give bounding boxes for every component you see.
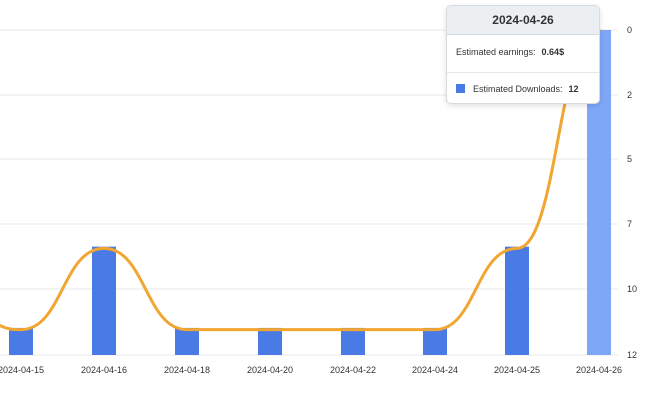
tooltip-downloads-label: Estimated Downloads: bbox=[473, 84, 563, 94]
tooltip: 2024-04-26 Estimated earnings: 0.64$ Esti… bbox=[446, 5, 600, 104]
x-tick-label: 2024-04-20 bbox=[247, 365, 293, 375]
earnings-line-layer bbox=[0, 28, 601, 332]
downloads-bar[interactable] bbox=[258, 327, 282, 355]
tooltip-downloads-value: 12 bbox=[568, 84, 579, 94]
x-tick-label: 2024-04-24 bbox=[412, 365, 458, 375]
y-tick-label: 7 bbox=[627, 219, 632, 229]
y-tick-label: 12 bbox=[627, 350, 637, 360]
x-tick-label: 2024-04-16 bbox=[81, 365, 127, 375]
x-tick-label: 2024-04-25 bbox=[494, 365, 540, 375]
y-axis-labels: 0 2 5 7 10 12 bbox=[627, 25, 637, 360]
tooltip-earnings-label: Estimated earnings: bbox=[456, 47, 536, 57]
downloads-bar[interactable] bbox=[341, 327, 365, 355]
y-tick-label: 5 bbox=[627, 154, 632, 164]
earnings-line bbox=[0, 28, 601, 332]
x-axis-labels: 2024-04-15 2024-04-16 2024-04-18 2024-04-20… bbox=[0, 365, 622, 375]
y-tick-label: 2 bbox=[627, 90, 632, 100]
y-tick-label: 10 bbox=[627, 284, 637, 294]
y-tick-label: 0 bbox=[627, 25, 632, 35]
downloads-bar[interactable] bbox=[423, 327, 447, 355]
downloads-bar[interactable] bbox=[505, 246, 529, 355]
tooltip-earnings-row: Estimated earnings: 0.64$ bbox=[456, 47, 564, 57]
x-tick-label: 2024-04-22 bbox=[330, 365, 376, 375]
x-tick-label: 2024-04-18 bbox=[164, 365, 210, 375]
tooltip-downloads-row: Estimated Downloads: 12 bbox=[456, 84, 579, 94]
tooltip-separator bbox=[447, 72, 599, 73]
downloads-bar[interactable] bbox=[175, 327, 199, 355]
tooltip-earnings-value: 0.64$ bbox=[541, 47, 565, 57]
downloads-bar[interactable] bbox=[9, 327, 33, 355]
bars bbox=[9, 30, 611, 355]
downloads-swatch-icon bbox=[456, 84, 465, 93]
x-tick-label: 2024-04-15 bbox=[0, 365, 44, 375]
tooltip-title: 2024-04-26 bbox=[447, 6, 599, 35]
x-tick-label: 2024-04-26 bbox=[576, 365, 622, 375]
downloads-bar[interactable] bbox=[92, 246, 116, 355]
